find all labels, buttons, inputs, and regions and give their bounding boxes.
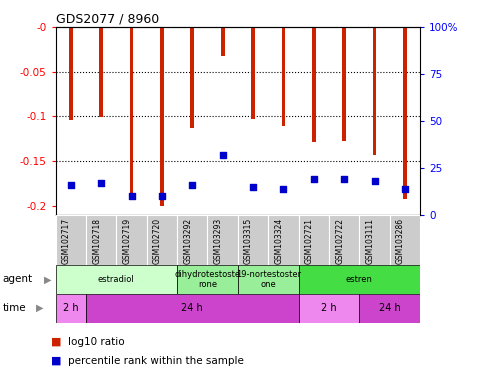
Bar bbox=[160, 27, 164, 206]
Text: ■: ■ bbox=[51, 356, 61, 366]
Point bbox=[371, 178, 379, 184]
Bar bbox=[268, 215, 298, 265]
Text: 2 h: 2 h bbox=[63, 303, 79, 313]
Bar bbox=[56, 215, 86, 265]
Bar bbox=[56, 265, 177, 294]
Bar bbox=[86, 215, 116, 265]
Text: time: time bbox=[2, 303, 26, 313]
Text: percentile rank within the sample: percentile rank within the sample bbox=[68, 356, 243, 366]
Bar bbox=[298, 215, 329, 265]
Bar bbox=[359, 215, 390, 265]
Text: ■: ■ bbox=[51, 337, 61, 347]
Text: GSM102722: GSM102722 bbox=[335, 217, 344, 263]
Text: dihydrotestoste
rone: dihydrotestoste rone bbox=[174, 270, 241, 289]
Bar bbox=[86, 294, 298, 323]
Text: GSM103315: GSM103315 bbox=[244, 217, 253, 264]
Bar bbox=[190, 27, 194, 128]
Text: GSM103111: GSM103111 bbox=[366, 217, 375, 263]
Bar bbox=[298, 265, 420, 294]
Point bbox=[401, 185, 409, 192]
Text: GSM103292: GSM103292 bbox=[183, 217, 192, 264]
Point bbox=[67, 182, 74, 188]
Text: 2 h: 2 h bbox=[321, 303, 337, 313]
Text: 19-nortestoster
one: 19-nortestoster one bbox=[236, 270, 301, 289]
Point bbox=[219, 152, 227, 158]
Bar bbox=[177, 215, 208, 265]
Text: 24 h: 24 h bbox=[182, 303, 203, 313]
Bar bbox=[359, 294, 420, 323]
Text: GSM103324: GSM103324 bbox=[274, 217, 284, 264]
Text: ▶: ▶ bbox=[36, 303, 44, 313]
Point bbox=[128, 193, 135, 199]
Bar bbox=[403, 27, 407, 199]
Point bbox=[188, 182, 196, 188]
Text: GDS2077 / 8960: GDS2077 / 8960 bbox=[56, 13, 159, 26]
Bar bbox=[177, 265, 238, 294]
Bar bbox=[238, 215, 268, 265]
Text: agent: agent bbox=[2, 274, 32, 285]
Text: estradiol: estradiol bbox=[98, 275, 135, 284]
Text: GSM102720: GSM102720 bbox=[153, 217, 162, 264]
Text: GSM102721: GSM102721 bbox=[305, 217, 314, 263]
Bar bbox=[221, 27, 225, 56]
Text: GSM103293: GSM103293 bbox=[213, 217, 223, 264]
Text: GSM103286: GSM103286 bbox=[396, 217, 405, 264]
Text: GSM102718: GSM102718 bbox=[92, 217, 101, 263]
Bar bbox=[99, 27, 103, 118]
Point bbox=[249, 184, 257, 190]
Bar bbox=[342, 27, 346, 141]
Text: estren: estren bbox=[346, 275, 373, 284]
Point bbox=[310, 176, 318, 182]
Point bbox=[97, 180, 105, 186]
Bar bbox=[282, 27, 285, 126]
Bar bbox=[130, 27, 133, 197]
Point bbox=[341, 176, 348, 182]
Bar bbox=[298, 294, 359, 323]
Point bbox=[158, 193, 166, 199]
Bar bbox=[116, 215, 147, 265]
Text: GSM102719: GSM102719 bbox=[123, 217, 131, 264]
Bar bbox=[251, 27, 255, 119]
Bar bbox=[147, 215, 177, 265]
Bar bbox=[390, 215, 420, 265]
Bar bbox=[373, 27, 376, 155]
Bar bbox=[312, 27, 316, 142]
Text: GSM102717: GSM102717 bbox=[62, 217, 71, 264]
Bar bbox=[208, 215, 238, 265]
Text: ▶: ▶ bbox=[43, 274, 51, 285]
Point bbox=[280, 185, 287, 192]
Bar bbox=[69, 27, 72, 120]
Text: 24 h: 24 h bbox=[379, 303, 401, 313]
Text: log10 ratio: log10 ratio bbox=[68, 337, 124, 347]
Bar bbox=[238, 265, 298, 294]
Bar bbox=[56, 294, 86, 323]
Bar bbox=[329, 215, 359, 265]
